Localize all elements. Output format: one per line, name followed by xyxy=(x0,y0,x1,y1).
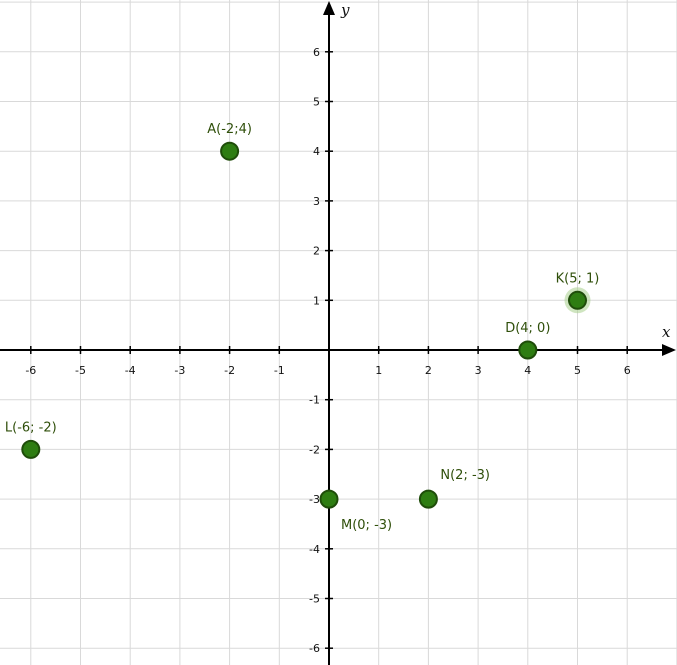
point-marker xyxy=(518,340,538,360)
point-marker xyxy=(568,290,587,310)
x-tick-label: -4 xyxy=(125,364,136,377)
point-d: D(4; 0) xyxy=(505,321,550,360)
x-axis-arrow-icon xyxy=(662,344,676,356)
y-tick-label: 1 xyxy=(313,294,320,307)
point-k: K(5; 1) xyxy=(556,271,600,314)
y-tick-label: -6 xyxy=(309,642,320,655)
points: A(-2;4) K(5; 1) D(4; 0) L(-6; -2) M(0; -3) N(… xyxy=(5,122,599,533)
point-label: D(4; 0) xyxy=(505,321,550,336)
y-tick-label: 6 xyxy=(313,46,320,59)
y-tick-label: -3 xyxy=(309,493,320,506)
y-tick-label: -4 xyxy=(309,543,320,556)
point-l: L(-6; -2) xyxy=(5,420,57,459)
x-tick-label: 3 xyxy=(475,364,482,377)
x-tick-label: 4 xyxy=(524,364,531,377)
x-tick-label: -6 xyxy=(25,364,36,377)
point-marker xyxy=(220,141,240,161)
y-tick-label: -5 xyxy=(309,593,320,606)
point-marker xyxy=(21,439,41,459)
y-tick-label: 5 xyxy=(313,96,320,109)
point-n: N(2; -3) xyxy=(418,468,490,509)
x-tick-label: -3 xyxy=(174,364,185,377)
point-m: M(0; -3) xyxy=(319,489,392,533)
point-label: K(5; 1) xyxy=(556,271,600,286)
x-axis-name: x xyxy=(662,323,671,341)
point-marker xyxy=(319,489,339,509)
x-tick-label: -5 xyxy=(75,364,86,377)
y-tick-label: -2 xyxy=(309,443,320,456)
y-axis-name: y xyxy=(340,1,350,19)
x-tick-label: 2 xyxy=(425,364,432,377)
y-axis-arrow-icon xyxy=(323,1,335,15)
x-tick-label: -2 xyxy=(224,364,235,377)
x-tick-label: 1 xyxy=(375,364,382,377)
tick-labels: -6 -5 -4 -3 -2 -1 1 2 3 4 5 6 -6 -5 -4 -3 -2 -1 1 2 3 4 5 6 xyxy=(25,46,630,655)
point-marker xyxy=(418,489,438,509)
point-label: A(-2;4) xyxy=(207,122,252,137)
y-tick-label: 4 xyxy=(313,145,320,158)
y-tick-label: -1 xyxy=(309,394,320,407)
point-label: L(-6; -2) xyxy=(5,420,57,435)
x-tick-label: 6 xyxy=(624,364,631,377)
y-tick-label: 2 xyxy=(313,245,320,258)
point-a: A(-2;4) xyxy=(207,122,252,161)
point-label: M(0; -3) xyxy=(341,518,392,533)
point-label: N(2; -3) xyxy=(440,468,490,483)
y-tick-label: 3 xyxy=(313,195,320,208)
x-tick-label: 5 xyxy=(574,364,581,377)
x-tick-label: -1 xyxy=(274,364,285,377)
